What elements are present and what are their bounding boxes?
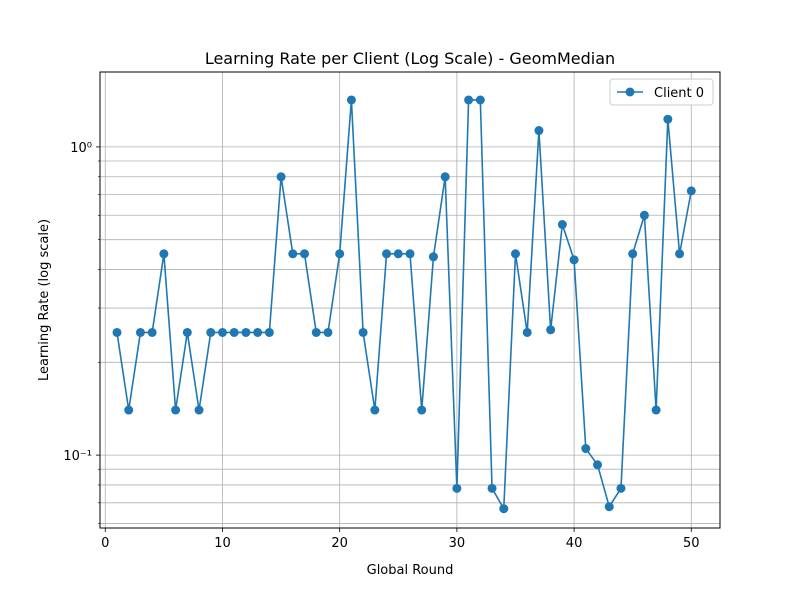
data-point: [323, 327, 333, 337]
data-point: [651, 405, 661, 415]
data-point: [510, 249, 520, 259]
axis-ticks: 0 10 20 30 40 50 10⁻¹ 10⁰: [63, 141, 699, 551]
data-point: [147, 327, 157, 337]
x-tick-label: 30: [449, 536, 466, 551]
data-point: [628, 249, 638, 259]
data-point: [194, 405, 204, 415]
data-point: [346, 95, 356, 105]
data-point: [206, 327, 216, 337]
data-point: [546, 325, 556, 335]
x-tick-label: 10: [214, 536, 231, 551]
data-point: [112, 327, 122, 337]
data-point: [135, 327, 145, 337]
data-point: [440, 172, 450, 182]
data-point: [534, 126, 544, 136]
data-point: [464, 95, 474, 105]
data-point: [675, 249, 685, 259]
data-point: [557, 220, 567, 230]
data-point: [417, 405, 427, 415]
x-tick-label: 0: [101, 536, 109, 551]
legend: Client 0: [609, 78, 714, 106]
data-point: [499, 504, 509, 514]
data-point: [182, 327, 192, 337]
legend-box: [609, 78, 714, 106]
data-point: [522, 327, 532, 337]
x-tick-label: 40: [566, 536, 583, 551]
x-tick-label: 20: [331, 536, 348, 551]
data-point: [686, 186, 696, 196]
data-point: [393, 249, 403, 259]
x-axis-label: Global Round: [367, 563, 454, 578]
data-point: [428, 252, 438, 262]
data-point: [569, 255, 579, 265]
data-point: [604, 502, 614, 512]
data-point: [229, 327, 239, 337]
data-point: [639, 210, 649, 220]
data-point: [370, 405, 380, 415]
data-point: [487, 483, 497, 493]
grid-lines: [100, 72, 720, 528]
series-layer: [112, 95, 696, 514]
data-point: [288, 249, 298, 259]
data-point: [593, 460, 603, 470]
data-point: [382, 249, 392, 259]
plot-frame: [99, 71, 721, 529]
data-point: [405, 249, 415, 259]
y-axis-label: Learning Rate (log scale): [37, 219, 52, 381]
data-point: [217, 327, 227, 337]
data-point: [358, 327, 368, 337]
data-point: [616, 483, 626, 493]
data-point: [253, 327, 263, 337]
y-tick-label: 10⁻¹: [63, 449, 92, 464]
chart-title: Learning Rate per Client (Log Scale) - G…: [205, 49, 615, 68]
data-point: [171, 405, 181, 415]
x-tick-label: 50: [683, 536, 700, 551]
data-point: [241, 327, 251, 337]
data-point: [124, 405, 134, 415]
data-point: [663, 114, 673, 124]
y-tick-label: 10⁰: [70, 141, 92, 156]
data-point: [311, 327, 321, 337]
legend-marker-sample: [625, 87, 635, 97]
data-point: [581, 444, 591, 454]
data-point: [452, 483, 462, 493]
legend-label-client-0: Client 0: [654, 86, 704, 101]
data-point: [300, 249, 310, 259]
data-point: [276, 172, 286, 182]
data-point: [159, 249, 169, 259]
data-point: [475, 95, 485, 105]
data-point: [264, 327, 274, 337]
data-point: [335, 249, 345, 259]
